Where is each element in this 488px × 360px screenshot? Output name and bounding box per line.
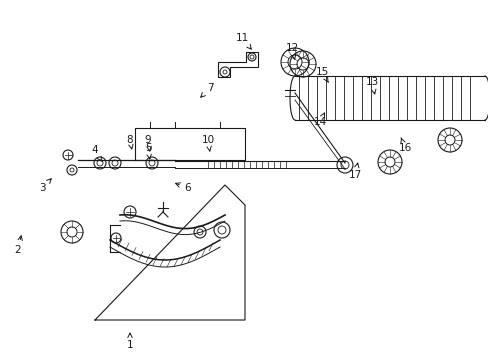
Text: 5: 5 [144, 143, 151, 159]
Text: 4: 4 [92, 145, 101, 161]
Text: 12: 12 [285, 43, 298, 59]
Text: 15: 15 [315, 67, 328, 82]
Text: 9: 9 [144, 135, 151, 151]
Text: 7: 7 [201, 83, 213, 97]
Text: 2: 2 [15, 236, 22, 255]
Text: 13: 13 [365, 77, 378, 94]
Text: 17: 17 [347, 163, 361, 180]
Text: 10: 10 [201, 135, 214, 151]
Text: 11: 11 [235, 33, 251, 49]
Text: 6: 6 [175, 183, 191, 193]
Text: 3: 3 [39, 179, 51, 193]
Text: 1: 1 [126, 333, 133, 350]
Text: 8: 8 [126, 135, 133, 149]
Polygon shape [95, 185, 244, 320]
Text: 16: 16 [398, 138, 411, 153]
Text: 14: 14 [313, 113, 326, 127]
